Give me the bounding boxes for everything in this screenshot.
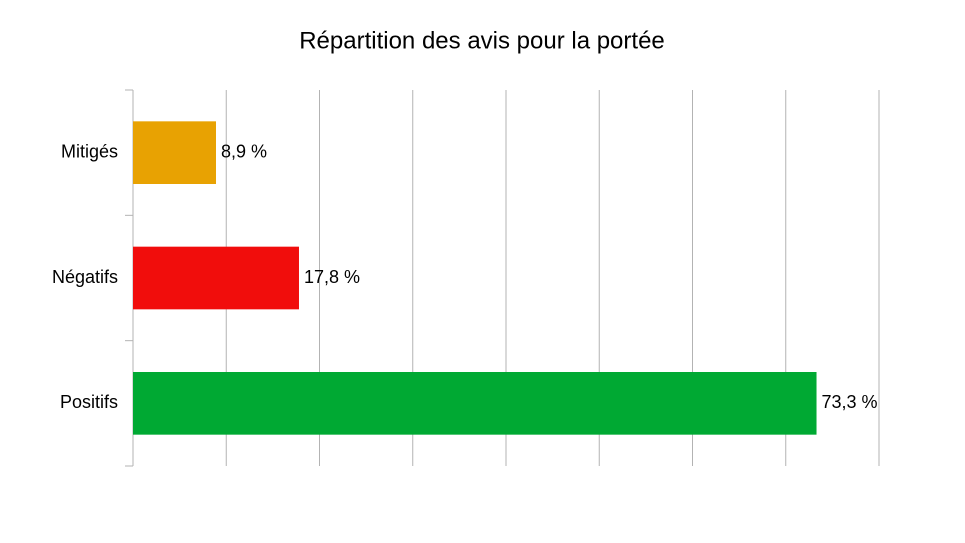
value-label: 73,3 % — [822, 392, 878, 412]
y-tick-label: Négatifs — [52, 267, 118, 287]
y-tick-label: Mitigés — [61, 141, 118, 161]
value-label: 8,9 % — [221, 141, 267, 161]
value-label: 17,8 % — [304, 267, 360, 287]
y-tick-label: Positifs — [60, 392, 118, 412]
bar — [133, 121, 216, 184]
bar — [133, 372, 817, 435]
chart-title: Répartition des avis pour la portée — [299, 27, 665, 54]
bar — [133, 246, 299, 310]
